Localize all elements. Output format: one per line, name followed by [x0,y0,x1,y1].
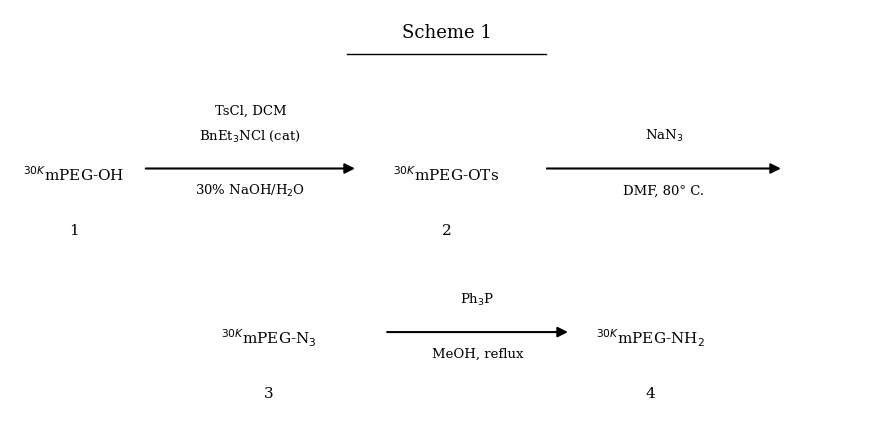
Text: NaN$_3$: NaN$_3$ [645,128,683,144]
Text: BnEt$_3$NCl (cat): BnEt$_3$NCl (cat) [199,129,301,144]
Text: $^{30K}$mPEG-NH$_2$: $^{30K}$mPEG-NH$_2$ [597,328,705,349]
Text: DMF, 80° C.: DMF, 80° C. [623,184,705,198]
Text: 4: 4 [646,388,655,402]
Text: Ph$_3$P: Ph$_3$P [461,292,495,308]
Text: 2: 2 [442,224,451,238]
Text: 3: 3 [264,388,274,402]
Text: Scheme 1: Scheme 1 [402,24,491,42]
Text: TsCl, DCM: TsCl, DCM [214,105,286,118]
Text: MeOH, reflux: MeOH, reflux [432,348,523,361]
Text: 30% NaOH/H$_2$O: 30% NaOH/H$_2$O [196,183,305,199]
Text: $^{30K}$mPEG-N$_3$: $^{30K}$mPEG-N$_3$ [221,328,317,349]
Text: $^{30K}$mPEG-OTs: $^{30K}$mPEG-OTs [394,166,499,184]
Text: 1: 1 [69,224,79,238]
Text: $^{30K}$mPEG-OH: $^{30K}$mPEG-OH [23,166,124,184]
